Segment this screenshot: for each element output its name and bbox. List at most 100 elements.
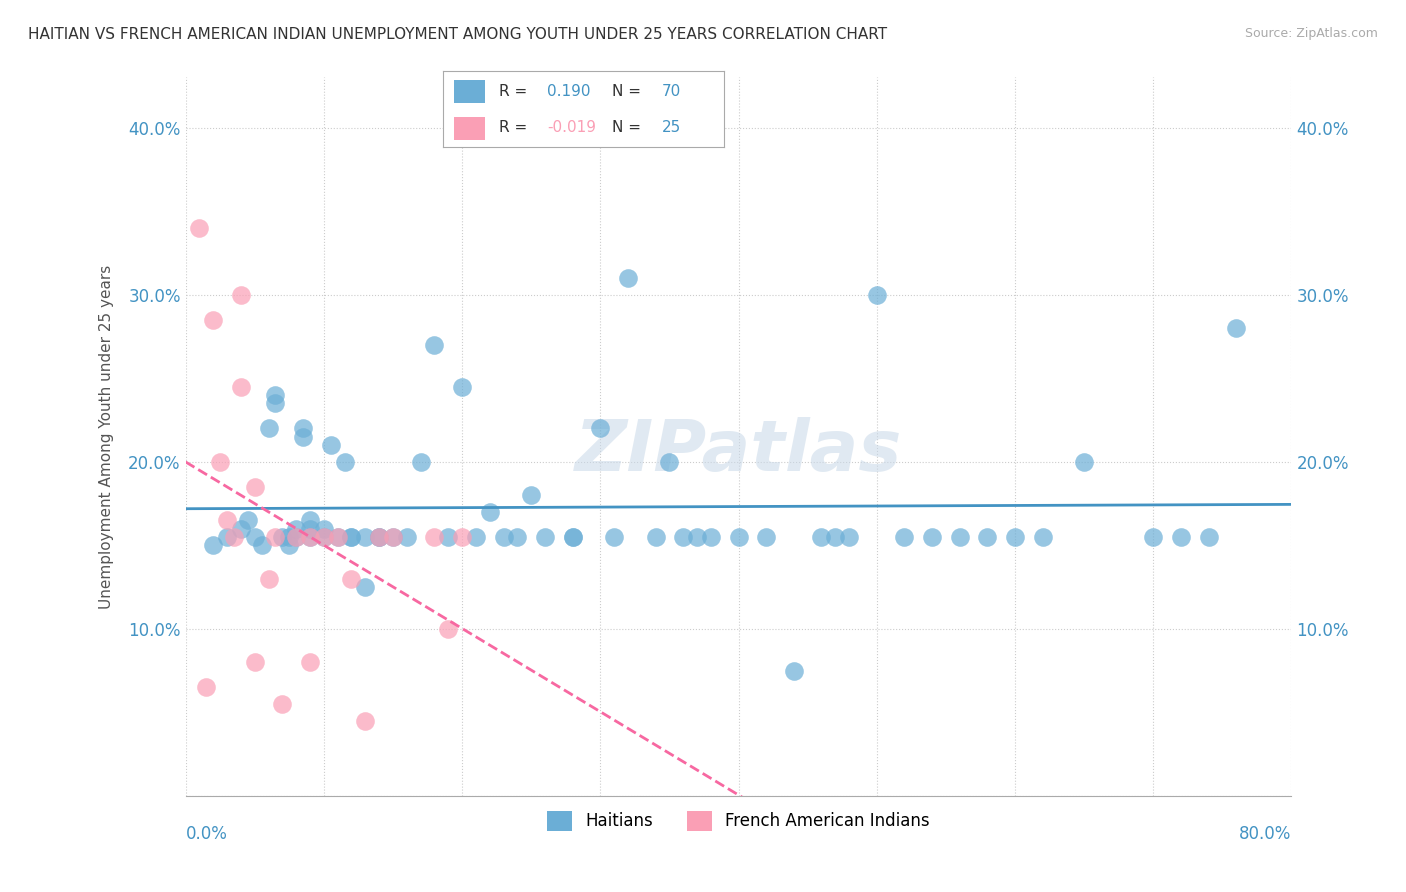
Point xyxy=(381,530,404,544)
Text: N =: N = xyxy=(612,85,645,99)
Point xyxy=(264,530,287,544)
Point xyxy=(195,680,218,694)
Point xyxy=(423,530,446,544)
Point xyxy=(672,530,695,544)
Y-axis label: Unemployment Among Youth under 25 years: Unemployment Among Youth under 25 years xyxy=(100,265,114,608)
Point xyxy=(243,480,266,494)
Point xyxy=(478,505,501,519)
Point xyxy=(354,580,377,594)
Point xyxy=(1225,321,1247,335)
Point xyxy=(217,530,239,544)
Point xyxy=(1073,455,1095,469)
Point xyxy=(520,488,543,502)
Point xyxy=(312,530,335,544)
Point xyxy=(395,530,418,544)
Point xyxy=(217,513,239,527)
Point xyxy=(727,530,749,544)
Point xyxy=(949,530,972,544)
Point xyxy=(437,622,460,636)
Text: 70: 70 xyxy=(662,85,682,99)
Point xyxy=(202,538,225,552)
Point xyxy=(437,530,460,544)
Point xyxy=(312,522,335,536)
Point xyxy=(250,538,273,552)
Point xyxy=(264,396,287,410)
Point xyxy=(278,538,301,552)
Point xyxy=(451,379,474,393)
Point xyxy=(257,421,280,435)
Text: ZIPatlas: ZIPatlas xyxy=(575,417,903,485)
Point xyxy=(893,530,915,544)
Text: 80.0%: 80.0% xyxy=(1239,824,1292,843)
Bar xyxy=(454,117,485,140)
Point xyxy=(1142,530,1164,544)
Point xyxy=(312,530,335,544)
Point xyxy=(298,522,321,536)
Point xyxy=(354,714,377,728)
Point xyxy=(603,530,626,544)
Point xyxy=(755,530,778,544)
Text: 0.190: 0.190 xyxy=(547,85,591,99)
Point xyxy=(617,271,640,285)
Point xyxy=(368,530,391,544)
Text: 0.0%: 0.0% xyxy=(186,824,228,843)
Point xyxy=(464,530,486,544)
Text: R =: R = xyxy=(499,85,533,99)
Point xyxy=(976,530,998,544)
Point xyxy=(333,455,356,469)
Point xyxy=(783,664,806,678)
Point xyxy=(658,455,681,469)
Point xyxy=(222,530,245,544)
Point xyxy=(1170,530,1192,544)
Point xyxy=(285,530,308,544)
Point xyxy=(644,530,666,544)
Point xyxy=(506,530,529,544)
Text: Source: ZipAtlas.com: Source: ZipAtlas.com xyxy=(1244,27,1378,40)
Text: HAITIAN VS FRENCH AMERICAN INDIAN UNEMPLOYMENT AMONG YOUTH UNDER 25 YEARS CORREL: HAITIAN VS FRENCH AMERICAN INDIAN UNEMPL… xyxy=(28,27,887,42)
Text: R =: R = xyxy=(499,120,533,135)
Point xyxy=(229,522,252,536)
Point xyxy=(292,430,315,444)
Bar xyxy=(454,80,485,103)
Point xyxy=(700,530,723,544)
Point xyxy=(838,530,860,544)
Point xyxy=(285,522,308,536)
Point xyxy=(921,530,943,544)
Point xyxy=(298,530,321,544)
Point xyxy=(423,337,446,351)
Point xyxy=(209,455,232,469)
Point xyxy=(589,421,612,435)
Point xyxy=(229,287,252,301)
Point xyxy=(188,220,211,235)
Point xyxy=(340,572,363,586)
Point xyxy=(824,530,846,544)
Point xyxy=(285,530,308,544)
Point xyxy=(1032,530,1054,544)
Point xyxy=(264,388,287,402)
Legend: Haitians, French American Indians: Haitians, French American Indians xyxy=(541,804,936,838)
Point xyxy=(236,513,259,527)
Point xyxy=(354,530,377,544)
Point xyxy=(319,438,342,452)
Point xyxy=(326,530,349,544)
Point xyxy=(368,530,391,544)
Point xyxy=(229,379,252,393)
Point xyxy=(271,697,294,711)
Point xyxy=(202,312,225,326)
Point xyxy=(686,530,709,544)
Point xyxy=(278,530,301,544)
Point xyxy=(561,530,583,544)
Point xyxy=(340,530,363,544)
Point xyxy=(866,287,889,301)
Point xyxy=(243,530,266,544)
Point xyxy=(326,530,349,544)
Point xyxy=(534,530,557,544)
Point xyxy=(292,421,315,435)
Point xyxy=(271,530,294,544)
Point xyxy=(381,530,404,544)
Point xyxy=(409,455,432,469)
Point xyxy=(298,530,321,544)
Text: -0.019: -0.019 xyxy=(547,120,596,135)
Point xyxy=(340,530,363,544)
Point xyxy=(561,530,583,544)
